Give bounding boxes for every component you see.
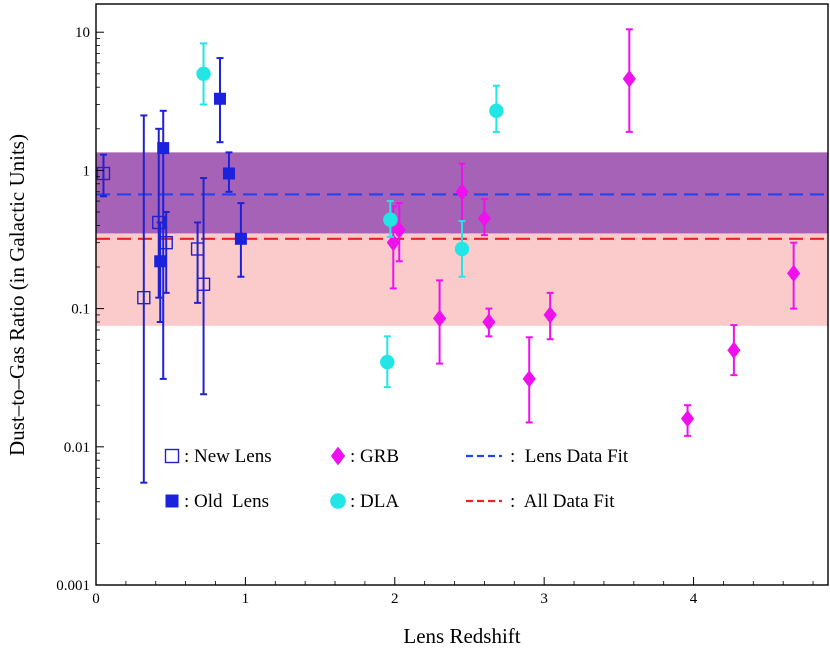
dla-point-3 bbox=[383, 200, 398, 238]
grb-point-10 bbox=[680, 404, 695, 437]
old-lens-marker bbox=[222, 167, 235, 180]
dla-point-5 bbox=[489, 84, 504, 133]
grb-marker bbox=[787, 264, 801, 282]
grb-point-5 bbox=[477, 198, 492, 237]
old-lens-point-3 bbox=[213, 57, 226, 144]
grb-point-3 bbox=[432, 279, 447, 365]
old-lens-marker bbox=[213, 92, 226, 105]
dla-point-1 bbox=[196, 42, 211, 106]
plot-frame bbox=[95, 3, 829, 586]
legend-label: : Lens Data Fit bbox=[510, 446, 629, 467]
legend-label: : GRB bbox=[350, 446, 399, 467]
y-tick-label: 0.01 bbox=[64, 440, 90, 456]
grb-marker bbox=[392, 221, 406, 239]
legend-item-new-lens: : New Lens bbox=[164, 446, 272, 467]
old-lens-point-4 bbox=[222, 151, 235, 193]
x-tick-label: 1 bbox=[242, 591, 250, 607]
grb-marker bbox=[680, 409, 695, 428]
grb-marker bbox=[386, 234, 400, 252]
new-lens-marker bbox=[137, 290, 151, 305]
legend-label: : New Lens bbox=[184, 446, 272, 467]
grb-point-7 bbox=[522, 336, 536, 424]
grb-point-11 bbox=[727, 324, 741, 377]
legend-item-dla: : DLA bbox=[330, 491, 399, 512]
y-axis-label: Dust–to–Gas Ratio (in Galactic Units) bbox=[5, 134, 29, 456]
new-lens-marker bbox=[96, 166, 111, 181]
x-tick-label: 0 bbox=[92, 591, 100, 607]
grb-marker bbox=[622, 70, 636, 88]
legend-item-old-lens: : Old Lens bbox=[165, 491, 269, 512]
legend-marker-old-lens bbox=[165, 494, 179, 508]
old-lens-point-2 bbox=[157, 109, 170, 380]
old-lens-marker bbox=[234, 232, 247, 245]
legend-label: : Old Lens bbox=[184, 491, 269, 512]
dla-point-4 bbox=[454, 220, 470, 278]
new-lens-point-1 bbox=[96, 153, 111, 198]
new-lens-point-2 bbox=[137, 114, 151, 484]
legend-marker-new-lens bbox=[164, 448, 180, 464]
grb-point-2 bbox=[392, 202, 406, 263]
grb-marker bbox=[543, 306, 557, 324]
legend-marker-dla bbox=[330, 493, 346, 509]
old-lens-point-5 bbox=[234, 202, 247, 278]
legend: : New Lens : Old Lens : GRB : DLA : Lens Dat… bbox=[164, 446, 629, 512]
grb-marker bbox=[727, 341, 741, 359]
y-tick-label: 0.1 bbox=[71, 302, 90, 318]
y-tick-label: 1 bbox=[83, 163, 91, 179]
x-tick-label: 3 bbox=[540, 591, 548, 607]
grb-marker bbox=[455, 183, 469, 201]
y-tick-label: 10 bbox=[75, 25, 90, 41]
grb-point-9 bbox=[622, 28, 636, 133]
x-axis-label: Lens Redshift bbox=[403, 624, 520, 648]
legend-item-all-data-fit: : All Data Fit bbox=[466, 491, 615, 512]
legend-marker-grb bbox=[330, 446, 346, 466]
dla-marker bbox=[489, 103, 504, 118]
y-tick-label: 0.001 bbox=[56, 578, 90, 594]
grb-point-8 bbox=[543, 291, 557, 341]
grb-point-4 bbox=[455, 162, 469, 223]
data-points bbox=[96, 28, 801, 484]
old-lens-marker bbox=[154, 255, 167, 268]
grb-marker bbox=[522, 370, 536, 388]
grb-marker bbox=[477, 209, 492, 227]
legend-item-lens-data-fit: : Lens Data Fit bbox=[466, 446, 629, 467]
grb-point-6 bbox=[482, 307, 496, 338]
grb-marker bbox=[482, 313, 496, 331]
legend-label: : DLA bbox=[350, 491, 399, 512]
grb-point-12 bbox=[787, 241, 801, 310]
dla-marker bbox=[383, 212, 398, 227]
dla-marker bbox=[454, 241, 470, 257]
old-lens-marker bbox=[157, 142, 170, 155]
new-lens-marker bbox=[152, 215, 166, 230]
grb-marker bbox=[432, 309, 447, 327]
dla-point-2 bbox=[380, 335, 395, 389]
legend-label: : All Data Fit bbox=[510, 491, 615, 512]
dla-marker bbox=[380, 354, 395, 370]
dla-marker bbox=[196, 66, 211, 82]
legend-item-grb: : GRB bbox=[330, 446, 399, 467]
new-lens-point-6 bbox=[196, 177, 211, 396]
x-tick-label: 4 bbox=[690, 591, 698, 607]
new-lens-marker bbox=[196, 277, 211, 291]
axis-ticks: 0 1 2 3 4 0.001 0.01 0.1 1 10 bbox=[56, 25, 814, 607]
x-tick-label: 2 bbox=[391, 591, 399, 607]
